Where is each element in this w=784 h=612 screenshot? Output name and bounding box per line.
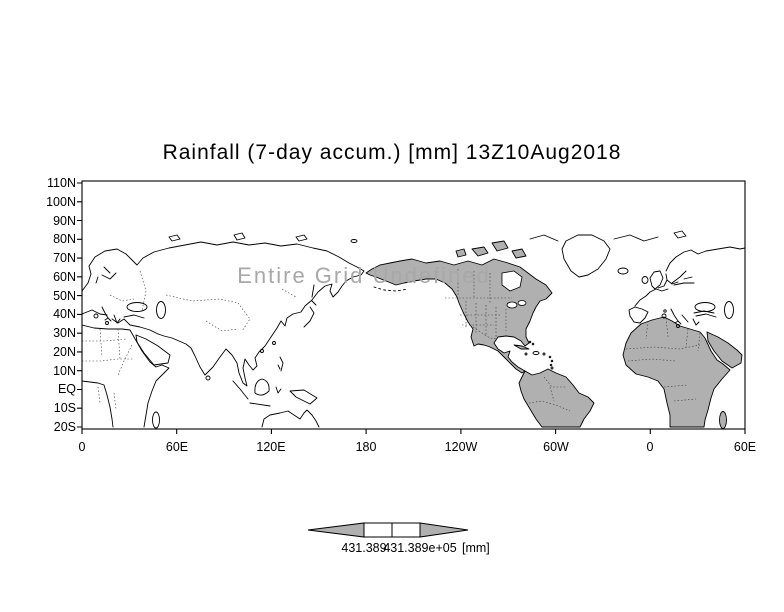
y-axis-label: 30N: [53, 326, 76, 340]
x-axis-label: 0: [78, 440, 86, 454]
y-axis-label: EQ: [57, 382, 76, 396]
colorbar-left-arrow-icon: [307, 522, 365, 538]
plot-title: Rainfall (7-day accum.) [mm] 13Z10Aug201…: [162, 141, 622, 164]
europe-right-repeat: [524, 234, 745, 370]
colorbar-tick-label: 431.389: [341, 541, 387, 555]
arctic-coastline: [168, 230, 687, 243]
political-borders: [82, 269, 701, 412]
x-axis-label: 120W: [444, 440, 478, 454]
y-axis-label: 50N: [53, 289, 76, 303]
colorbar-right-arrow-icon: [419, 522, 469, 538]
y-axis-label: 70N: [53, 251, 76, 265]
undefined-grid-watermark: Entire Grid Undefined: [237, 263, 491, 288]
continent-south-america: [518, 368, 595, 428]
y-axis-label: 100N: [46, 195, 76, 209]
y-axis-label: 110N: [47, 176, 76, 190]
lakes: [501, 270, 739, 349]
y-axis-label: 40N: [53, 307, 76, 321]
colorbar: [307, 522, 469, 538]
y-axis-label: 20N: [53, 345, 76, 359]
y-axis-label: 10S: [53, 401, 76, 415]
world-map: [77, 180, 746, 434]
y-axis-ticks: [77, 182, 82, 428]
arabian-peninsula: [706, 331, 743, 369]
plot-frame: [77, 180, 746, 434]
x-axis-label: 60W: [543, 440, 569, 454]
y-axis-label: 60N: [53, 270, 76, 284]
x-axis-label: 120E: [256, 440, 286, 454]
y-axis-label: 20S: [53, 420, 76, 434]
y-axis-label: 10N: [53, 364, 76, 378]
x-axis-label: 60E: [165, 440, 189, 454]
y-axis-label: 90N: [53, 214, 76, 228]
x-axis-label: 180: [355, 440, 377, 454]
colorbar-tick-label: 431.389e+05: [383, 541, 457, 555]
colorbar-unit-label: [mm]: [462, 541, 490, 555]
x-axis-label: 0: [646, 440, 654, 454]
x-axis-ticks: [81, 429, 746, 434]
continent-africa: [622, 316, 731, 428]
y-axis-label: 80N: [53, 232, 76, 246]
continent-eurasia: [82, 241, 409, 429]
madagascar: [719, 411, 727, 429]
x-axis-label: 60E: [733, 440, 757, 454]
